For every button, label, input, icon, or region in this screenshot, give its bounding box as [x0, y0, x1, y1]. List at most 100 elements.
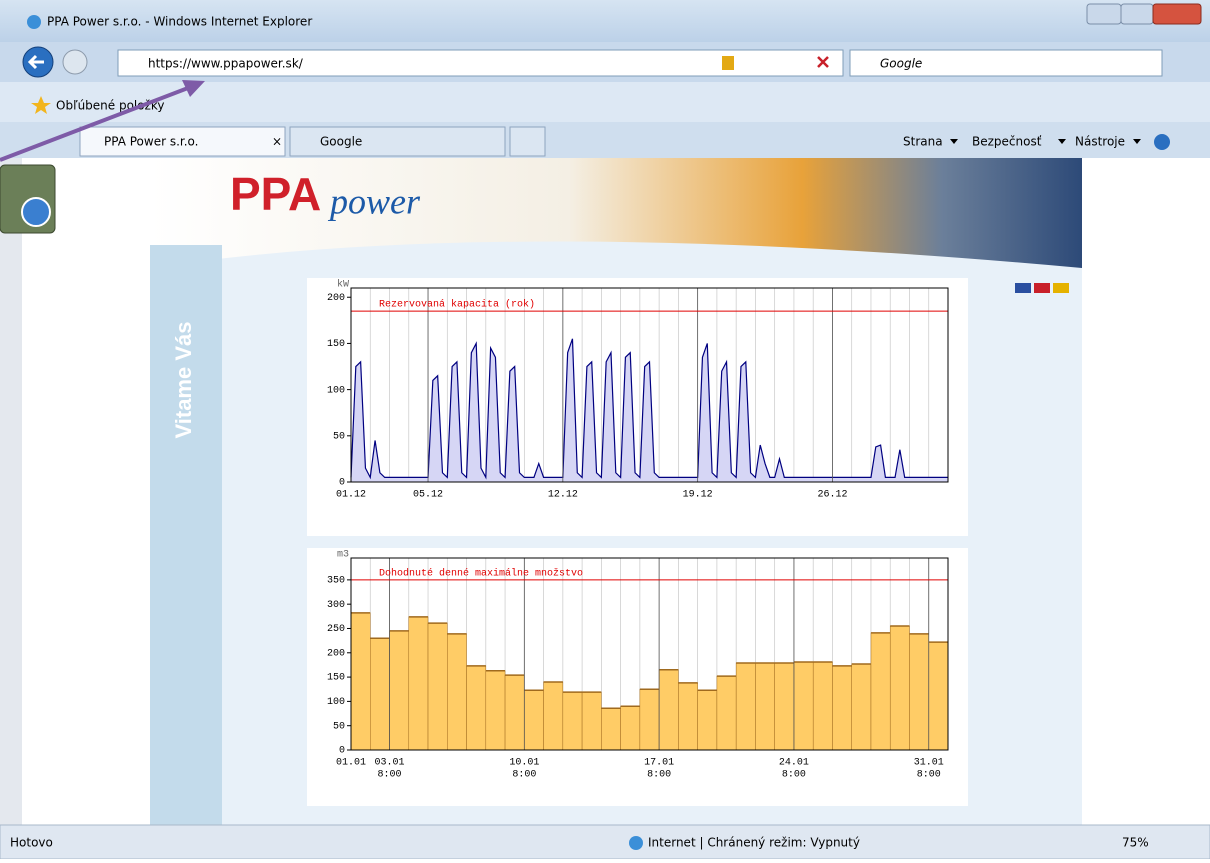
x-tick-label: 26.12	[817, 490, 847, 501]
x-tick-label: 8:00	[782, 770, 806, 781]
bar	[485, 670, 506, 751]
y-tick-label: 200	[327, 293, 345, 304]
plot-frame	[350, 557, 949, 751]
logo-sub: power	[327, 181, 421, 221]
area	[351, 338, 948, 482]
y-tick-label: 100	[327, 385, 345, 396]
logo-main: PPA	[230, 168, 321, 220]
favorites[interactable]: Obľúbené položky	[56, 99, 165, 113]
search-box[interactable]	[849, 49, 1163, 77]
minimize[interactable]	[1086, 3, 1122, 25]
flag-de[interactable]	[1053, 283, 1069, 293]
bar	[716, 675, 737, 751]
x-tick-label: 17.01	[644, 758, 674, 769]
zone: Internet | Chránený režim: Vypnutý	[648, 836, 860, 850]
side-strip	[0, 158, 22, 825]
x-tick-label: 05.12	[413, 490, 443, 501]
forward-button[interactable]	[62, 49, 88, 75]
search-placeholder: Google	[880, 57, 922, 71]
charts: 01.12 05.12 12.12 19.12 26.12 0 50 100 150 200 Rez…	[327, 279, 949, 781]
x-tick-label: 8:00	[917, 770, 941, 781]
bar	[870, 632, 891, 751]
bar	[928, 641, 949, 751]
chart-panel	[307, 278, 968, 536]
y-tick-label: 50	[333, 721, 345, 732]
bar	[774, 662, 795, 751]
bar	[889, 625, 910, 751]
stop[interactable]	[817, 56, 829, 68]
bar	[466, 665, 487, 751]
ie-icon	[27, 15, 41, 29]
y-tick-label: 350	[327, 576, 345, 587]
bar	[370, 637, 390, 751]
sidebar	[150, 245, 222, 825]
bar	[812, 661, 833, 751]
arrow-head	[182, 80, 205, 97]
window-title: PPA Power s.r.o. - Windows Internet Expl…	[47, 15, 312, 29]
bar	[639, 688, 660, 751]
url: https://www.ppapower.sk/	[148, 57, 304, 71]
x-tick-label: 8:00	[378, 770, 402, 781]
bar	[524, 689, 544, 751]
back-arrow	[27, 54, 44, 70]
bar	[620, 706, 641, 751]
tab[interactable]	[289, 126, 506, 157]
bar	[581, 691, 602, 751]
reference-label: Dohodnuté denné maximálne množstvo	[379, 568, 583, 580]
bar	[408, 616, 429, 751]
tab[interactable]	[79, 126, 286, 157]
title-bar	[0, 0, 1210, 42]
dropdown	[1058, 139, 1066, 144]
bar	[851, 663, 872, 751]
dropdown	[950, 139, 958, 144]
x-tick-label: 03.01	[375, 758, 405, 769]
y-tick-label: 150	[327, 339, 345, 350]
y-tick-label: 300	[327, 600, 345, 611]
bar	[832, 665, 852, 751]
y-tick-label: 0	[339, 478, 345, 489]
x-tick-label: 31.01	[914, 758, 944, 769]
bar	[909, 633, 929, 751]
y-tick-label: 250	[327, 624, 345, 635]
flag-sk[interactable]	[1015, 283, 1031, 293]
bar	[735, 662, 756, 751]
y-tick-label: 100	[327, 697, 345, 708]
star	[31, 96, 51, 114]
bar	[427, 622, 448, 751]
flag-en[interactable]	[1034, 283, 1050, 293]
bar	[678, 682, 698, 751]
header-swoosh	[150, 241, 1082, 278]
maximize[interactable]	[1120, 3, 1154, 25]
y-unit: kW	[337, 279, 349, 291]
gadget-button[interactable]	[21, 197, 51, 227]
zoom[interactable]: 75%	[1122, 836, 1149, 850]
favorites-bar	[0, 82, 1210, 122]
y-unit: m3	[337, 550, 349, 561]
bar	[350, 612, 371, 751]
reference-label: Rezervovaná kapacita (rok)	[379, 299, 535, 311]
annotation-arrow	[0, 86, 189, 162]
tab-close[interactable]: ×	[272, 135, 282, 149]
y-tick-label: 200	[327, 648, 345, 659]
bar	[755, 662, 775, 751]
close[interactable]	[1152, 3, 1202, 25]
bar	[601, 707, 621, 751]
lock-icon[interactable]	[722, 56, 734, 70]
line	[350, 338, 948, 480]
new-tab[interactable]	[509, 126, 546, 157]
bar	[793, 661, 814, 751]
dropdown	[1133, 139, 1141, 144]
x-tick-label: 19.12	[683, 490, 713, 501]
y-tick-label: 0	[339, 746, 345, 757]
command[interactable]: Strana	[903, 135, 943, 149]
globe	[629, 836, 643, 850]
bar	[389, 630, 410, 751]
command[interactable]: Nástroje	[1075, 135, 1125, 149]
help[interactable]	[1154, 134, 1170, 150]
command[interactable]: Bezpečnosť	[972, 135, 1042, 149]
plot-frame	[350, 287, 949, 483]
x-tick-label: 10.01	[509, 758, 539, 769]
bar	[543, 681, 564, 751]
